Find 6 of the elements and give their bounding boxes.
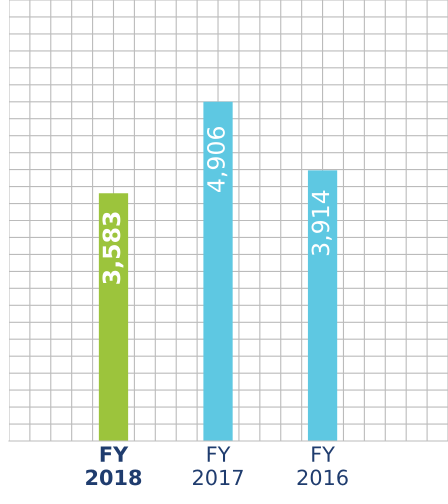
- x-tick-label: FY 2017: [193, 446, 243, 486]
- data-label: 3,583: [102, 212, 124, 284]
- data-label: 4,906: [207, 127, 228, 192]
- x-tick-label: FY 2016: [298, 446, 348, 486]
- x-tick-label: FY 2018: [86, 446, 142, 486]
- data-label: 3,914: [312, 190, 332, 256]
